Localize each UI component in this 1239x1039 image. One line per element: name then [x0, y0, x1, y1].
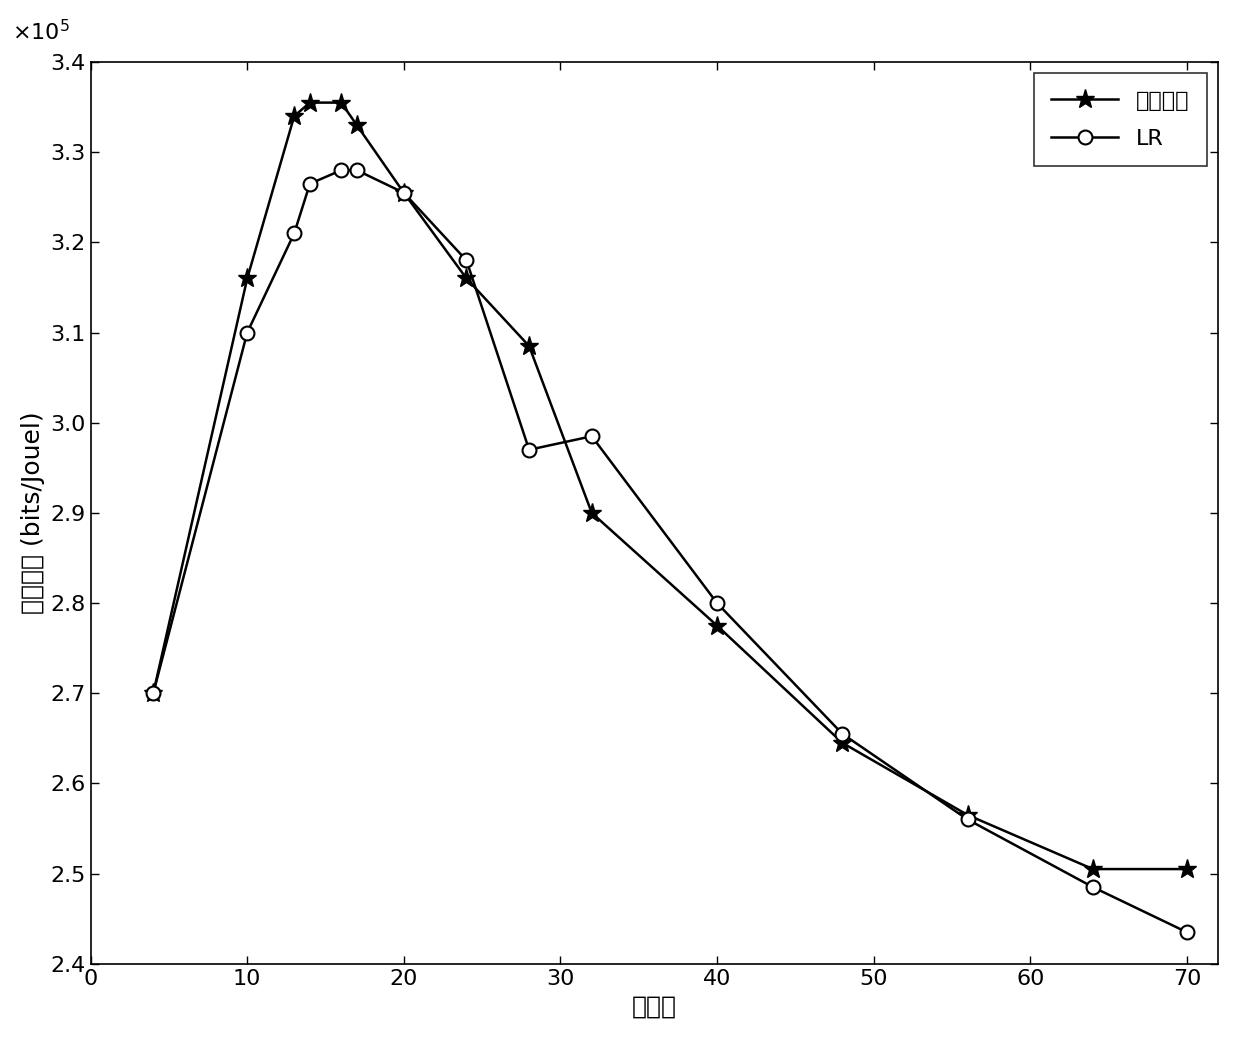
- 所提算法: [458, 272, 473, 285]
- LR: [522, 444, 536, 456]
- LR: [458, 255, 473, 267]
- 所提算法: [1085, 862, 1100, 875]
- LR: [286, 228, 301, 240]
- LR: [240, 326, 255, 339]
- LR: [396, 187, 411, 199]
- Text: $\times 10^5$: $\times 10^5$: [11, 19, 69, 44]
- 所提算法: [286, 110, 301, 123]
- Legend: 所提算法, LR: 所提算法, LR: [1033, 73, 1207, 166]
- 所提算法: [333, 97, 348, 109]
- 所提算法: [146, 687, 161, 699]
- Line: LR: LR: [146, 163, 1194, 939]
- 所提算法: [349, 118, 364, 131]
- Y-axis label: 平均能效 (bits/Jouel): 平均能效 (bits/Jouel): [21, 411, 45, 614]
- 所提算法: [522, 340, 536, 352]
- LR: [1180, 926, 1194, 938]
- LR: [585, 430, 600, 443]
- X-axis label: 天线数: 天线数: [632, 994, 676, 1018]
- LR: [302, 178, 317, 190]
- LR: [146, 687, 161, 699]
- LR: [710, 596, 725, 609]
- 所提算法: [710, 619, 725, 632]
- LR: [835, 727, 850, 740]
- 所提算法: [585, 507, 600, 520]
- 所提算法: [396, 187, 411, 199]
- 所提算法: [302, 97, 317, 109]
- 所提算法: [1180, 862, 1194, 875]
- LR: [960, 814, 975, 826]
- 所提算法: [960, 808, 975, 821]
- LR: [333, 164, 348, 177]
- 所提算法: [835, 737, 850, 749]
- LR: [1085, 881, 1100, 894]
- LR: [349, 164, 364, 177]
- Line: 所提算法: 所提算法: [144, 92, 1197, 879]
- 所提算法: [240, 272, 255, 285]
